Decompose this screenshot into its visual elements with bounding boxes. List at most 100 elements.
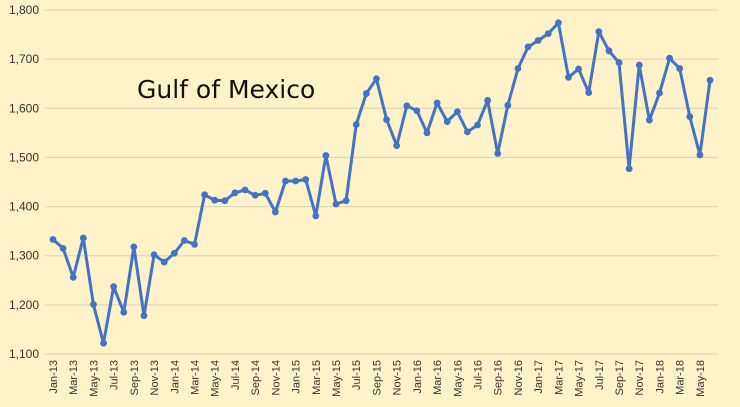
x-tick-label: Sep-15: [371, 360, 383, 395]
data-point: [676, 65, 684, 72]
data-point: [514, 65, 522, 72]
series-line: [51, 21, 712, 345]
data-point: [342, 197, 350, 205]
x-tick-label: Jul-16: [473, 360, 485, 390]
x-tick-label: Jan-13: [48, 360, 60, 394]
data-point: [645, 116, 653, 124]
x-tick-label: May-17: [574, 360, 586, 397]
data-point: [696, 151, 704, 159]
data-point: [383, 116, 390, 123]
x-tick-label: May-16: [452, 360, 464, 397]
x-tick-label: May-13: [88, 360, 100, 397]
x-tick-label: Jan-16: [412, 360, 424, 394]
x-tick-label: Nov-13: [149, 360, 161, 395]
x-tick-label: Jan-17: [533, 360, 545, 394]
data-point: [130, 243, 138, 251]
data-point: [585, 89, 593, 96]
data-point: [312, 212, 320, 220]
data-point: [635, 61, 643, 69]
x-tick-label: Nov-14: [270, 360, 282, 395]
data-point: [605, 47, 613, 55]
x-tick-label: Mar-13: [68, 360, 80, 395]
data-point: [271, 208, 279, 216]
data-point: [110, 283, 118, 291]
data-point: [251, 191, 259, 199]
data-point: [150, 251, 158, 259]
x-tick-label: Jan-15: [291, 360, 303, 394]
x-tick-label: Mar-17: [553, 360, 565, 395]
y-tick-label: 1,200: [9, 298, 39, 312]
data-points: [49, 19, 714, 347]
data-point: [191, 241, 198, 248]
data-point: [140, 312, 148, 320]
x-tick-label: May-15: [331, 360, 343, 397]
y-tick-label: 1,500: [9, 150, 39, 164]
x-tick-label: Nov-15: [392, 360, 404, 395]
data-point: [423, 129, 431, 137]
data-point: [595, 28, 603, 36]
data-point: [59, 244, 67, 252]
x-tick-label: Sep-17: [614, 360, 626, 395]
data-point: [433, 99, 441, 107]
x-tick-label: May-14: [210, 360, 222, 397]
x-tick-label: May-18: [695, 360, 707, 397]
data-point: [686, 113, 694, 121]
x-tick-label: Jan-18: [654, 360, 666, 394]
y-tick-label: 1,700: [9, 52, 39, 66]
x-tick-label: Mar-14: [190, 360, 202, 395]
data-point: [90, 300, 97, 308]
data-point: [464, 128, 471, 136]
data-point: [453, 108, 461, 116]
data-point: [504, 101, 512, 109]
data-point: [494, 150, 502, 157]
x-tick-label: Jan-14: [169, 360, 181, 394]
x-tick-label: Mar-15: [311, 360, 323, 395]
x-tick-label: Jul-14: [230, 360, 242, 390]
data-point: [201, 191, 209, 199]
data-point: [49, 236, 57, 243]
data-point: [413, 107, 421, 115]
x-axis-ticks: Jan-13 Mar-13 May-13 Jul-13 Sep-13 Nov-13 Jan-…: [48, 360, 707, 397]
data-point: [170, 249, 178, 257]
data-point: [100, 339, 107, 347]
x-tick-label: Sep-16: [493, 360, 505, 395]
data-point: [292, 177, 299, 185]
data-point: [534, 37, 542, 44]
y-tick-label: 1,100: [9, 347, 39, 361]
y-tick-label: 1,300: [9, 249, 39, 263]
data-point: [706, 76, 714, 84]
data-point: [474, 121, 481, 129]
data-point: [69, 273, 77, 281]
data-point: [362, 90, 370, 97]
x-tick-label: Nov-17: [634, 360, 646, 395]
data-point: [393, 142, 401, 150]
data-point: [241, 186, 249, 194]
data-point: [544, 30, 552, 37]
data-point: [282, 177, 289, 185]
x-tick-label: Sep-13: [129, 360, 141, 395]
data-point: [575, 65, 582, 73]
data-point: [615, 59, 623, 66]
x-tick-label: Jul-17: [594, 360, 606, 390]
data-point: [443, 118, 451, 125]
data-point: [403, 102, 411, 110]
x-tick-label: Nov-16: [513, 360, 525, 395]
data-point: [332, 200, 340, 208]
data-point: [352, 121, 360, 128]
y-tick-label: 1,800: [9, 3, 39, 17]
data-point: [120, 308, 128, 316]
y-tick-label: 1,600: [9, 101, 39, 115]
x-tick-label: Sep-14: [250, 360, 262, 395]
data-point: [160, 258, 168, 266]
data-point: [211, 196, 219, 204]
data-point: [181, 237, 188, 244]
data-point: [524, 43, 532, 51]
x-tick-label: Jul-15: [351, 360, 363, 390]
chart-title: Gulf of Mexico: [137, 75, 315, 104]
data-point: [231, 189, 239, 197]
data-point: [656, 89, 663, 97]
data-point: [261, 189, 269, 197]
data-point: [554, 19, 562, 27]
x-tick-label: Jul-13: [109, 360, 121, 390]
